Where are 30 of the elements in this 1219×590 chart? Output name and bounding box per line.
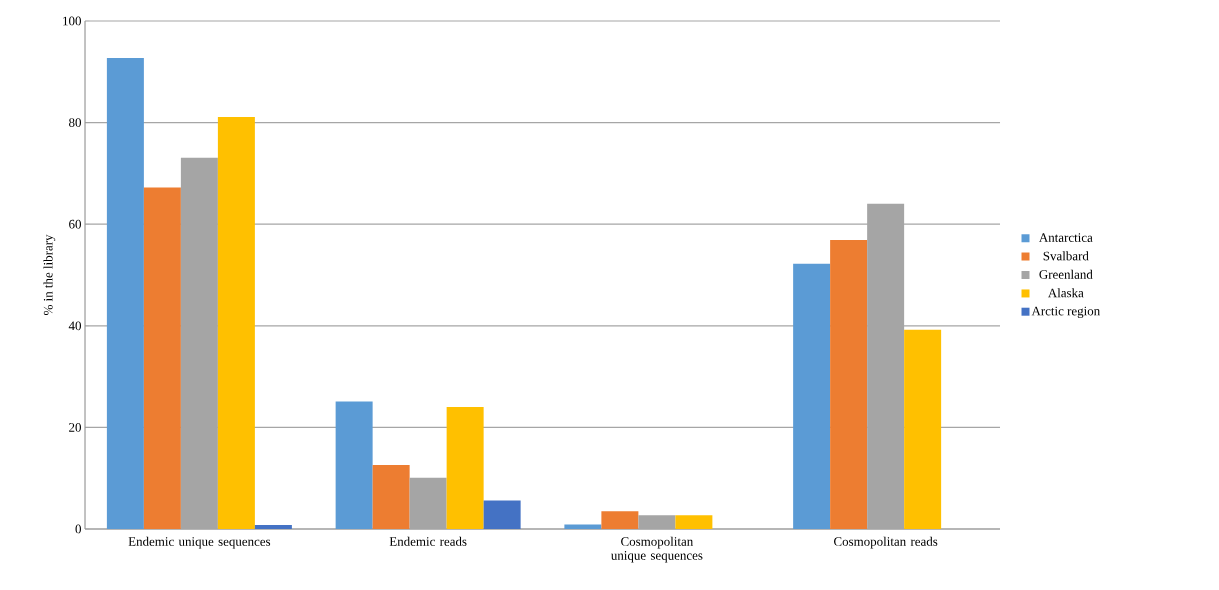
y-axis-title: % in the library xyxy=(43,234,56,316)
legend-label: Alaska xyxy=(1047,288,1084,298)
x-tick-label: Endemic reads xyxy=(389,536,467,546)
bar xyxy=(483,500,521,529)
bar xyxy=(143,187,181,529)
bar xyxy=(904,329,942,529)
bar xyxy=(217,116,255,529)
bar xyxy=(601,511,639,529)
bar xyxy=(372,464,410,529)
legend-label: Antarctica xyxy=(1038,233,1093,242)
y-tick-label: 0 xyxy=(75,524,81,534)
y-tick-label: 100 xyxy=(63,16,81,26)
y-tick-label: 80 xyxy=(69,118,81,127)
y-tick-label: 40 xyxy=(68,321,81,331)
bar xyxy=(830,239,868,529)
x-tick-label: Cosmopolitan unique sequences xyxy=(611,536,703,563)
bar xyxy=(793,263,831,529)
y-tick-label: 20 xyxy=(69,423,81,432)
x-tick-label: Endemic unique sequences xyxy=(128,536,271,549)
legend-label: Arctic region xyxy=(1031,306,1100,319)
legend-label: Svalbard xyxy=(1043,251,1089,261)
x-tick-label: Cosmopolitan reads xyxy=(834,536,938,549)
bar xyxy=(335,401,373,529)
bar xyxy=(564,524,602,529)
bar xyxy=(254,524,292,529)
bar xyxy=(106,58,144,529)
bar xyxy=(446,407,484,529)
y-tick-label: 60 xyxy=(69,219,81,229)
bar xyxy=(675,515,713,529)
legend-label: Greenland xyxy=(1039,269,1093,279)
